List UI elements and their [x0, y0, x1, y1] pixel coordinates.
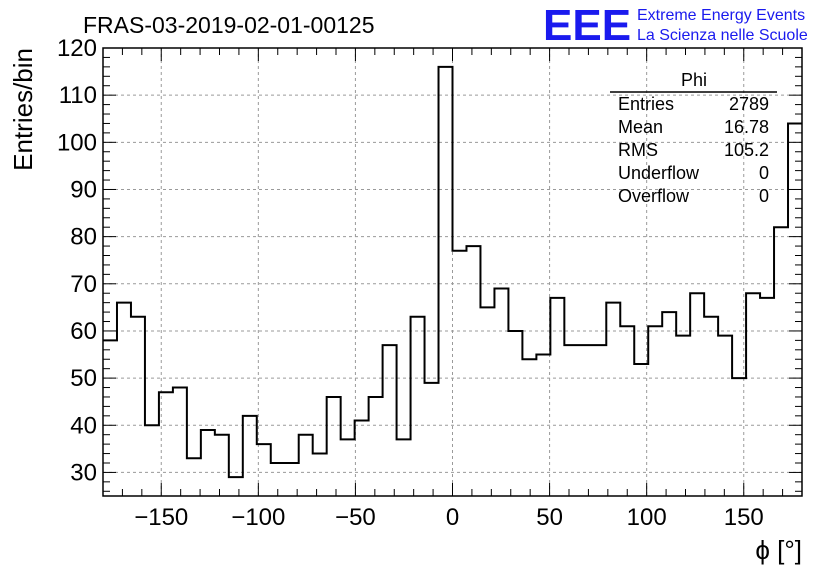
stats-box-name: Phi [681, 70, 707, 90]
stats-label: Underflow [618, 163, 700, 183]
stats-label: RMS [618, 140, 658, 160]
logo-line-1: Extreme Energy Events [637, 7, 805, 24]
x-tick-label: 50 [536, 504, 563, 531]
stats-box-rows: Entries 2789 Mean 16.78 RMS 105.2 Underflow 0 Ov… [618, 94, 769, 206]
x-axis-title: ϕ [°] [755, 535, 802, 565]
y-tick-label: 70 [70, 271, 97, 298]
plot-frame [102, 47, 803, 497]
eee-logo: EEE Extreme Energy Events La Scienza nel… [543, 1, 808, 50]
histogram-line [103, 65, 802, 479]
y-tick-label: 50 [70, 365, 97, 392]
y-tick-label: 60 [70, 318, 97, 345]
x-tick-label: −50 [335, 504, 376, 531]
y-tick-label: 80 [70, 224, 97, 251]
y-tick-label: 120 [57, 35, 97, 62]
x-tick-label: 0 [446, 504, 459, 531]
logo-mark: EEE [543, 1, 631, 50]
x-tick-label: −100 [231, 504, 285, 531]
stats-box: Phi Entries 2789 Mean 16.78 RMS 105.2 Underflo… [610, 70, 777, 206]
stats-label: Entries [618, 94, 674, 114]
y-axis-title: Entries/bin [8, 48, 38, 171]
x-tick-label: 150 [724, 504, 764, 531]
y-tick-label: 90 [70, 176, 97, 203]
chart-title: FRAS-03-2019-02-01-00125 [83, 12, 375, 38]
y-tick-label: 100 [57, 129, 97, 156]
stats-value: 2789 [729, 94, 769, 114]
logo-line-2: La Scienza nelle Scuole [637, 27, 808, 44]
y-tick-labels: 30 40 50 60 70 80 90 100 110 120 [57, 35, 97, 486]
stats-label: Overflow [618, 186, 690, 206]
stats-value: 105.2 [724, 140, 769, 160]
y-tick-label: 110 [59, 82, 97, 109]
y-tick-label: 40 [70, 412, 97, 439]
x-tick-label: −150 [134, 504, 188, 531]
stats-value: 0 [759, 186, 769, 206]
x-tick-labels: −150 −100 −50 0 50 100 150 [134, 504, 764, 531]
x-tick-label: 100 [627, 504, 667, 531]
stats-value: 0 [759, 163, 769, 183]
stats-value: 16.78 [724, 117, 769, 137]
y-tick-label: 30 [70, 459, 97, 486]
stats-label: Mean [618, 117, 663, 137]
